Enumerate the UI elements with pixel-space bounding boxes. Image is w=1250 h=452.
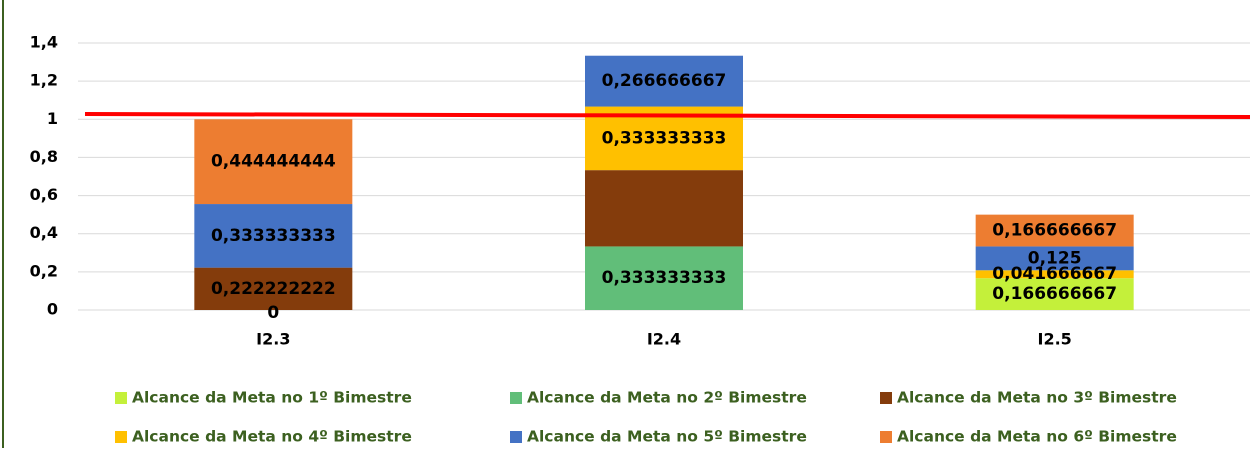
bar-segment bbox=[194, 267, 353, 310]
legend-swatch bbox=[880, 392, 892, 404]
bars bbox=[194, 55, 1134, 310]
legend-swatch bbox=[115, 392, 127, 404]
data-label: 0,166666667 bbox=[992, 221, 1117, 241]
legend-label: Alcance da Meta no 2º Bimestre bbox=[527, 389, 807, 407]
x-tick-label: I2.4 bbox=[647, 330, 681, 349]
y-tick-label: 1 bbox=[47, 109, 58, 128]
y-tick-label: 0,6 bbox=[30, 185, 58, 204]
data-label: 0,333333333 bbox=[211, 226, 336, 246]
data-label: 0,041666667 bbox=[992, 264, 1117, 284]
bar-segment bbox=[194, 119, 353, 205]
bar-segment bbox=[975, 214, 1134, 247]
x-tick-label: I2.3 bbox=[256, 330, 290, 349]
bar-segment bbox=[585, 246, 743, 310]
labels: 0 0,2 0,4 0,6 0,8 1 1,2 1,4 I2.3 0 0,222222222 0,33… bbox=[30, 33, 1117, 349]
data-label: 0,266666667 bbox=[602, 71, 727, 91]
y-tick-label: 1,2 bbox=[30, 71, 58, 90]
legend-label: Alcance da Meta no 5º Bimestre bbox=[527, 428, 807, 446]
legend: Alcance da Meta no 1º Bimestre Alcance da… bbox=[115, 389, 1177, 446]
y-tick-label: 0,4 bbox=[30, 223, 58, 242]
legend-label: Alcance da Meta no 6º Bimestre bbox=[897, 428, 1177, 446]
legend-swatch bbox=[115, 431, 127, 443]
legend-swatch bbox=[510, 431, 522, 443]
legend-swatch bbox=[880, 431, 892, 443]
data-label: 0,166666667 bbox=[992, 284, 1117, 304]
target-line bbox=[84, 112, 1250, 119]
data-label: 0,222222222 bbox=[211, 279, 336, 299]
data-label: 0 bbox=[267, 303, 279, 323]
data-label: 0,333333333 bbox=[602, 128, 727, 148]
bar-segment bbox=[975, 278, 1134, 310]
data-label: 0,125 bbox=[1028, 248, 1082, 268]
bar-segment bbox=[975, 270, 1134, 279]
legend-label: Alcance da Meta no 1º Bimestre bbox=[132, 389, 412, 407]
data-label: 0,333333333 bbox=[602, 268, 727, 288]
x-tick-label: I2.5 bbox=[1038, 330, 1072, 349]
y-tick-label: 1,4 bbox=[30, 33, 58, 52]
legend-label: Alcance da Meta no 3º Bimestre bbox=[897, 389, 1177, 407]
data-label: 0,444444444 bbox=[211, 152, 336, 172]
y-tick-label: 0,2 bbox=[30, 261, 58, 280]
bar-segment bbox=[585, 170, 743, 247]
y-tick-label: 0 bbox=[47, 300, 58, 319]
bar-segment bbox=[194, 204, 353, 268]
bar-segment bbox=[975, 246, 1134, 271]
y-tick-label: 0,8 bbox=[30, 147, 58, 166]
legend-swatch bbox=[510, 392, 522, 404]
legend-label: Alcance da Meta no 4º Bimestre bbox=[132, 428, 412, 446]
bar-segment bbox=[585, 55, 743, 107]
